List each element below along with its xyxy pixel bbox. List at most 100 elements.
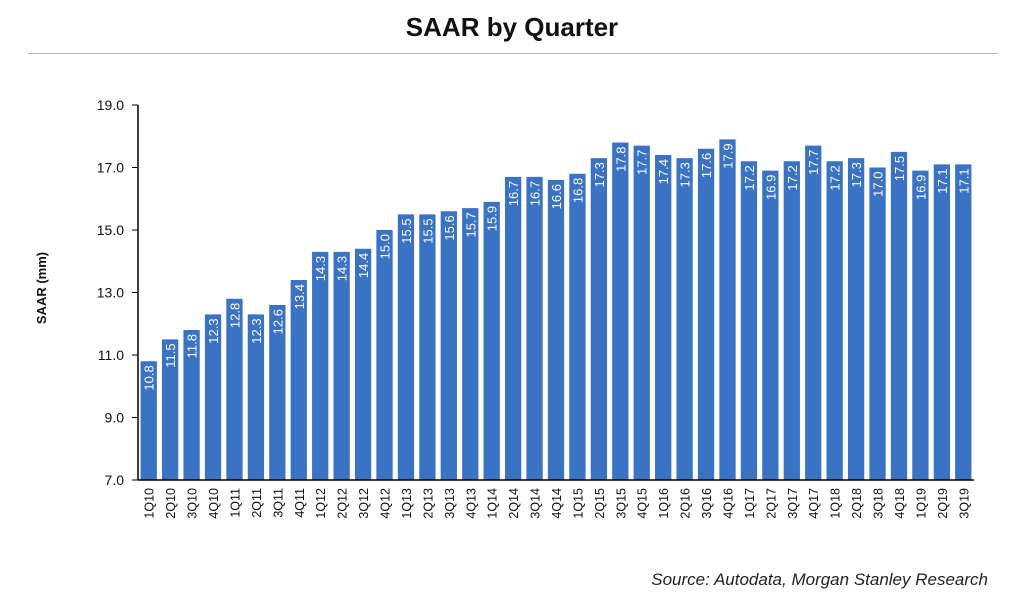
x-tick-label: 2Q10 xyxy=(164,488,178,519)
data-label: 17.3 xyxy=(678,162,693,187)
x-tick-label: 2Q13 xyxy=(421,488,435,519)
x-tick-label: 2Q15 xyxy=(593,488,607,519)
bar xyxy=(912,170,929,480)
x-tick-label: 3Q12 xyxy=(357,488,371,519)
x-tick-label: 4Q13 xyxy=(464,488,478,519)
bar xyxy=(483,201,500,480)
data-label: 10.8 xyxy=(142,365,157,390)
x-tick-label: 1Q13 xyxy=(400,488,414,519)
x-tick-label: 3Q17 xyxy=(786,488,800,519)
bar xyxy=(740,161,758,480)
data-label: 15.5 xyxy=(420,218,435,243)
data-label: 16.9 xyxy=(763,175,778,200)
bar xyxy=(847,158,865,480)
x-tick-label: 4Q15 xyxy=(636,488,650,519)
data-label: 14.3 xyxy=(313,256,328,281)
y-tick-label: 7.0 xyxy=(105,472,125,488)
data-label: 15.6 xyxy=(442,215,457,240)
y-tick-label: 19.0 xyxy=(97,97,124,113)
bar xyxy=(719,139,736,480)
bar xyxy=(762,170,779,480)
x-tick-label: 3Q13 xyxy=(443,488,457,519)
x-tick-label: 2Q11 xyxy=(250,488,264,518)
x-tick-label: 2Q17 xyxy=(764,488,778,519)
bar xyxy=(676,158,693,480)
data-label: 16.7 xyxy=(506,181,521,206)
x-tick-label: 2Q12 xyxy=(336,488,350,519)
x-tick-label: 2Q18 xyxy=(850,488,864,519)
data-label: 17.7 xyxy=(635,150,650,175)
bar xyxy=(783,161,800,480)
x-tick-label: 4Q18 xyxy=(893,488,907,519)
bar xyxy=(290,280,307,480)
data-label: 17.7 xyxy=(806,150,821,175)
bar xyxy=(162,339,179,480)
x-tick-label: 1Q10 xyxy=(143,488,157,519)
x-tick-label: 4Q17 xyxy=(807,488,821,519)
data-label: 14.4 xyxy=(356,253,371,278)
data-label: 15.9 xyxy=(485,206,500,231)
bar xyxy=(869,167,886,480)
bar xyxy=(247,314,265,480)
y-tick-label: 11.0 xyxy=(98,347,124,363)
bar-chart: 7.09.011.013.015.017.019.0 10.811.5 11.81… xyxy=(34,97,974,519)
title-divider xyxy=(28,53,998,54)
bar xyxy=(805,145,822,480)
bar xyxy=(933,164,950,480)
bar xyxy=(354,248,372,480)
data-label: 12.3 xyxy=(206,318,221,343)
data-label: 17.3 xyxy=(592,162,607,187)
x-tick-label: 2Q16 xyxy=(679,488,693,519)
x-tick-label: 4Q11 xyxy=(293,488,307,518)
bar xyxy=(140,361,157,480)
data-label: 17.6 xyxy=(699,153,714,178)
data-label: 16.9 xyxy=(913,175,928,200)
x-tick-label: 2Q14 xyxy=(507,488,521,519)
bar xyxy=(655,155,672,480)
bar xyxy=(547,180,565,480)
data-label: 17.9 xyxy=(720,143,735,168)
y-tick-label: 15.0 xyxy=(97,222,124,238)
x-tick-label: 1Q11 xyxy=(228,488,242,518)
bar xyxy=(312,251,329,480)
bar xyxy=(462,208,479,480)
bar xyxy=(226,298,243,480)
data-label: 17.3 xyxy=(849,162,864,187)
bar xyxy=(419,214,436,480)
y-axis-label: SAAR (mm) xyxy=(34,252,49,324)
bar xyxy=(183,330,200,480)
x-tick-label: 3Q16 xyxy=(700,488,714,519)
x-tick-label: 3Q15 xyxy=(614,488,628,519)
bar xyxy=(204,314,222,480)
data-label: 17.1 xyxy=(935,168,950,193)
x-tick-label: 1Q14 xyxy=(486,488,500,519)
data-label: 17.1 xyxy=(956,168,971,193)
x-tick-label: 3Q11 xyxy=(271,488,285,518)
data-label: 15.0 xyxy=(378,234,393,259)
x-tick-label: 1Q12 xyxy=(314,488,328,519)
bar xyxy=(376,230,393,480)
data-label: 15.7 xyxy=(463,212,478,237)
bar xyxy=(504,176,522,480)
data-label: 11.8 xyxy=(185,334,200,358)
source-note: Source: Autodata, Morgan Stanley Researc… xyxy=(651,570,988,589)
data-label: 14.3 xyxy=(335,256,350,281)
data-label: 16.7 xyxy=(528,181,543,206)
y-tick-label: 9.0 xyxy=(105,410,125,426)
bar xyxy=(697,148,715,480)
bar xyxy=(955,164,972,480)
data-label: 12.8 xyxy=(227,303,242,328)
data-label: 17.2 xyxy=(742,165,757,190)
data-label: 17.0 xyxy=(871,172,886,197)
data-label: 17.5 xyxy=(892,156,907,181)
data-label: 13.4 xyxy=(292,284,307,309)
bar xyxy=(333,251,350,480)
x-tick-label: 2Q19 xyxy=(936,488,950,519)
x-tick-label: 4Q14 xyxy=(550,488,564,519)
bar xyxy=(590,158,608,480)
chart-title: SAAR by Quarter xyxy=(405,12,619,42)
data-label: 15.5 xyxy=(399,218,414,243)
x-tick-label: 1Q17 xyxy=(743,488,757,519)
bar xyxy=(526,176,543,480)
x-tick-label: 3Q19 xyxy=(957,488,971,519)
